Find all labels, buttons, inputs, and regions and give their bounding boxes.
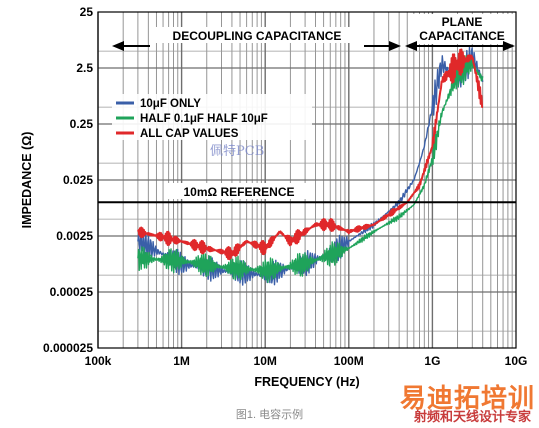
decoupling-label: DECOUPLING CAPACITANCE <box>173 29 342 43</box>
series-layer <box>137 46 484 286</box>
watermark-brand: 易迪拓培训 <box>399 384 535 414</box>
plane-arrowhead-left <box>405 41 417 51</box>
y-axis-title: IMPEDANCE (Ω) <box>20 132 34 229</box>
legend-label-all: ALL CAP VALUES <box>140 128 239 140</box>
figure-caption: 图1. 电容示例 <box>235 409 304 421</box>
x-tick-label: 10M <box>254 354 277 368</box>
x-tick-labels: 100k 1M 10M 100M 1G 10G <box>85 354 528 368</box>
watermark-logo-text: 佩特PCB <box>210 144 265 159</box>
reference-label-bg <box>168 183 310 199</box>
decoupling-arrowhead-right <box>389 41 401 51</box>
legend-label-10uf: 10μF ONLY <box>140 98 201 110</box>
plane-arrowhead-right <box>503 41 515 51</box>
plane-label-bg <box>412 14 514 44</box>
y-tick-label: 0.0025 <box>56 229 93 243</box>
legend: 10μF ONLY HALF 0.1μF HALF 10μF ALL CAP V… <box>112 94 312 140</box>
plane-label-line1: PLANE <box>442 15 483 29</box>
y-tick-labels: 25 2.5 0.25 0.025 0.0025 0.00025 0.000025 <box>43 5 93 355</box>
y-tick-label: 0.00025 <box>50 285 94 299</box>
plane-label-line2: CAPACITANCE <box>419 29 505 43</box>
watermark-subtitle: 射频和天线设计专家 <box>413 410 531 425</box>
series-half <box>137 54 484 284</box>
x-tick-label: 100k <box>85 354 112 368</box>
y-tick-label: 2.5 <box>76 61 93 75</box>
plane-region: PLANE CAPACITANCE <box>405 14 515 51</box>
y-tick-label: 0.25 <box>70 117 94 131</box>
y-tick-label: 0.000025 <box>43 341 93 355</box>
reference-label: 10mΩ REFERENCE <box>184 185 295 199</box>
legend-bg <box>112 94 312 140</box>
x-tick-label: 100M <box>334 354 364 368</box>
plot-border <box>97 11 517 349</box>
x-tick-label: 1G <box>424 354 440 368</box>
x-tick-label: 1M <box>173 354 190 368</box>
legend-label-half: HALF 0.1μF HALF 10μF <box>140 113 268 125</box>
x-axis-title: FREQUENCY (Hz) <box>254 375 359 389</box>
y-tick-label: 0.025 <box>63 173 93 187</box>
series-all-cap <box>137 48 484 261</box>
decoupling-label-bg <box>150 27 364 43</box>
decoupling-arrowhead-left <box>112 41 124 51</box>
x-tick-label: 10G <box>505 354 528 368</box>
y-tick-label: 25 <box>80 5 94 19</box>
decoupling-region: DECOUPLING CAPACITANCE <box>112 27 401 51</box>
